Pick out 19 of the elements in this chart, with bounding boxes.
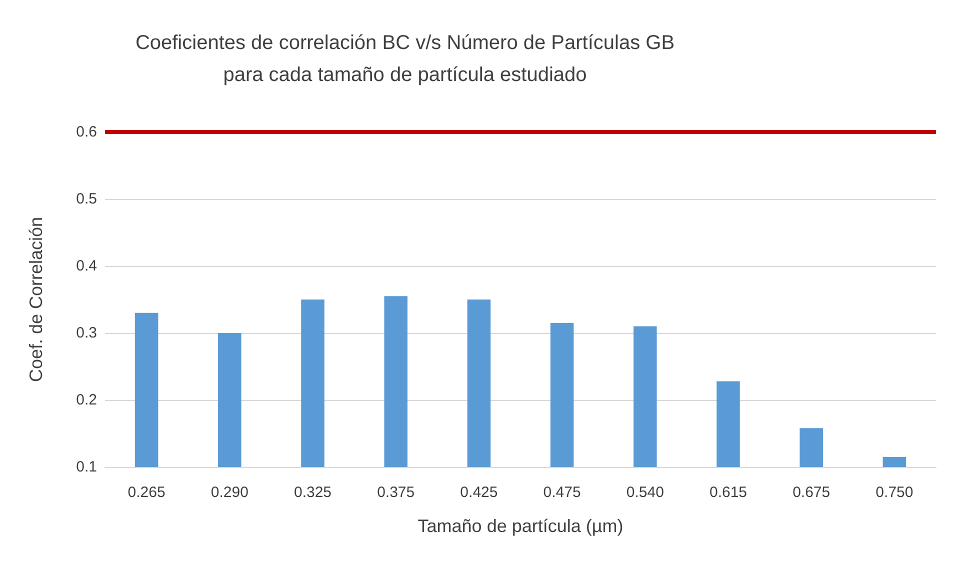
x-tick-label: 0.325 <box>294 484 332 501</box>
y-tick-label: 0.1 <box>76 458 97 476</box>
chart-title: Coeficientes de correlación BC v/s Número de Partículas GB para cada tamaño de partícula estudiado <box>135 32 675 86</box>
x-tick-label: 0.675 <box>792 484 830 501</box>
y-tick-label: 0.6 <box>76 124 97 140</box>
x-tick-label: 0.375 <box>377 484 415 501</box>
x-tick-label: 0.615 <box>709 484 748 501</box>
y-axis-title: Coef. de Correlación <box>26 216 46 382</box>
x-axis-title: Tamaño de partícula (µm) <box>418 516 624 536</box>
x-tick-label: 0.265 <box>128 484 166 501</box>
x-tick-label: 0.425 <box>460 484 498 501</box>
y-tick-label: 0.2 <box>76 392 97 408</box>
y-tick-label: 0.4 <box>76 258 97 274</box>
y-tick-label: 0.3 <box>76 324 97 342</box>
x-tick-label: 0.540 <box>626 484 664 501</box>
x-tick-label: 0.290 <box>210 484 248 501</box>
x-tick-label: 0.750 <box>876 484 914 501</box>
y-tick-label: 0.5 <box>76 190 97 208</box>
x-tick-label: 0.475 <box>543 484 581 501</box>
